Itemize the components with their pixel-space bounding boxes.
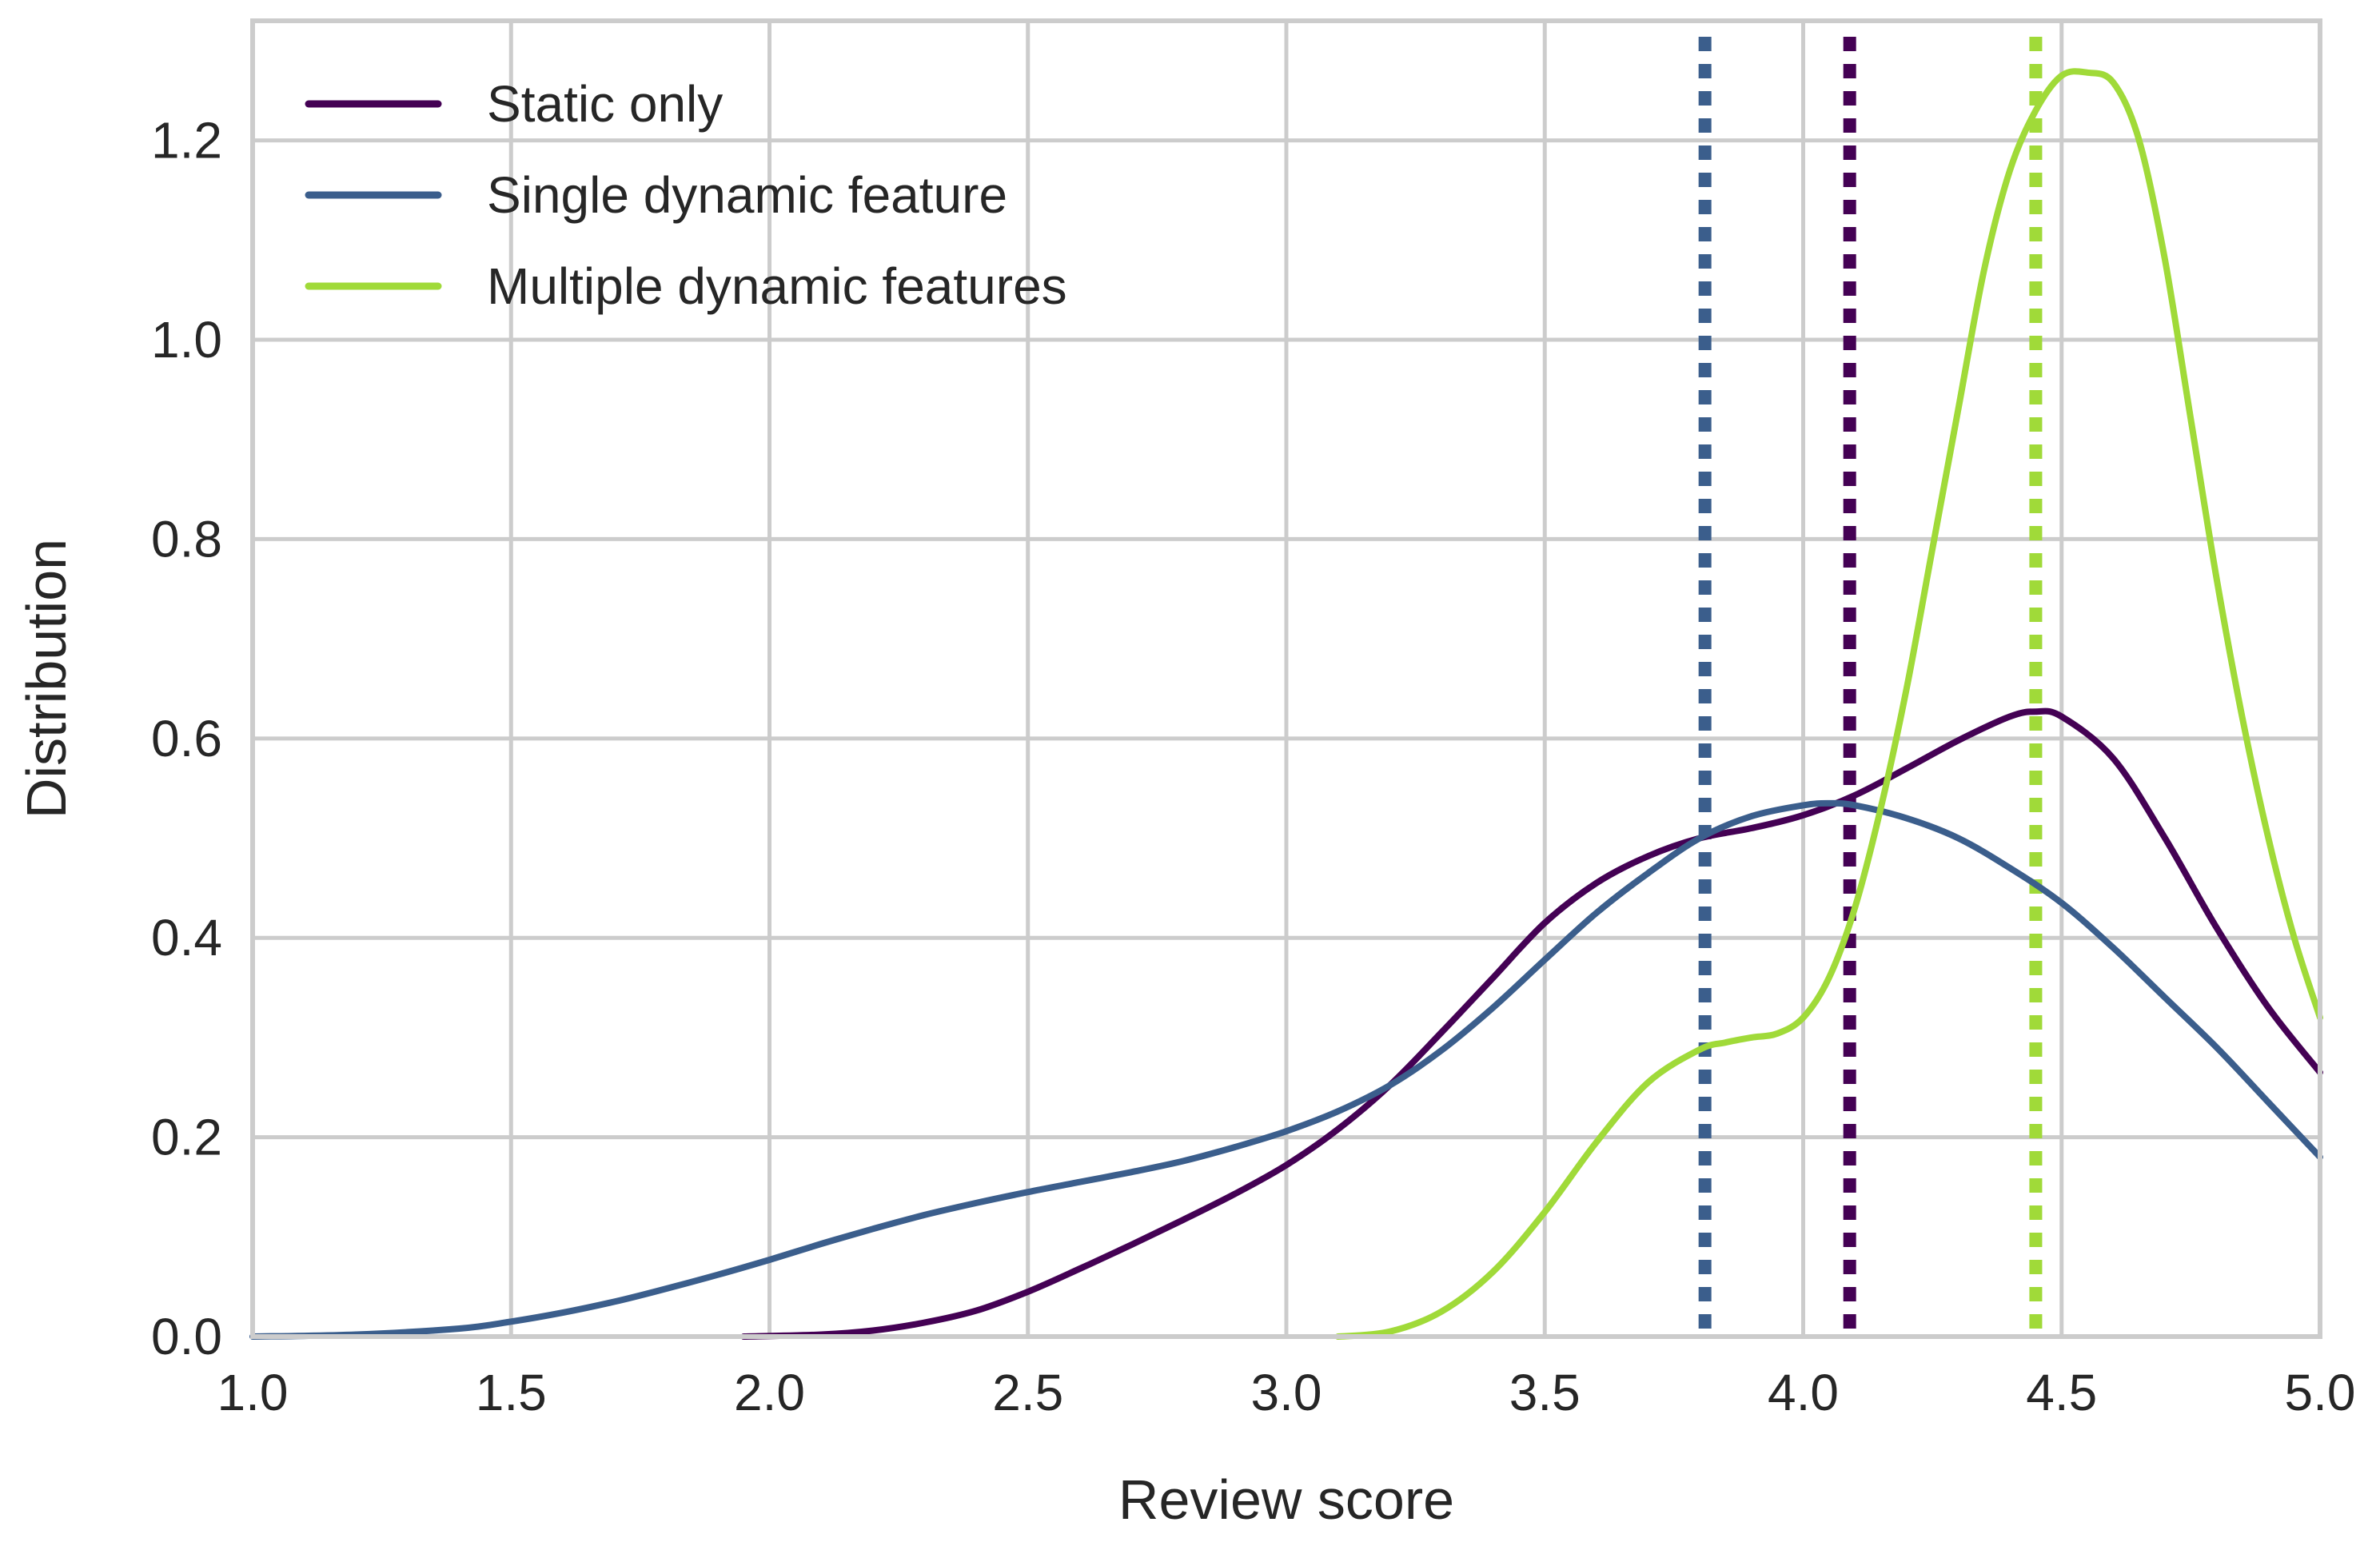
legend: Static only Single dynamic feature Multipl… (305, 75, 1067, 315)
plot-frame (250, 18, 2322, 1339)
legend-label: Multiple dynamic features (487, 257, 1067, 315)
series-line (1334, 68, 2323, 1340)
legend-label: Static only (487, 75, 723, 133)
x-axis-label: Review score (1118, 1468, 1454, 1531)
y-tick-label: 0.4 (151, 909, 222, 966)
x-tick-label: 1.0 (217, 1364, 289, 1421)
y-tick-label: 0.8 (151, 510, 222, 568)
legend-label: Single dynamic feature (487, 166, 1007, 224)
y-tick-label: 0.2 (151, 1109, 222, 1166)
x-tick-label: 2.5 (992, 1364, 1063, 1421)
series-lines (249, 68, 2323, 1340)
x-tick-label: 4.0 (1768, 1364, 1839, 1421)
y-tick-label: 0.6 (151, 710, 222, 767)
y-axis-ticks: 0.0 0.2 0.4 0.6 0.8 1.0 1.2 (151, 112, 222, 1365)
y-tick-label: 1.2 (151, 112, 222, 169)
y-axis-label: Distribution (15, 539, 78, 819)
x-axis-ticks: 1.0 1.5 2.0 2.5 3.0 3.5 4.0 4.5 5.0 (217, 1364, 2356, 1421)
x-tick-label: 3.5 (1509, 1364, 1581, 1421)
x-tick-label: 5.0 (2285, 1364, 2356, 1421)
y-tick-label: 0.0 (151, 1308, 222, 1365)
x-tick-label: 1.5 (476, 1364, 547, 1421)
y-tick-label: 1.0 (151, 311, 222, 369)
x-tick-label: 3.0 (1251, 1364, 1322, 1421)
x-tick-label: 2.0 (734, 1364, 805, 1421)
x-tick-label: 4.5 (2026, 1364, 2097, 1421)
series-line (740, 707, 2323, 1340)
series-line (249, 799, 2323, 1340)
